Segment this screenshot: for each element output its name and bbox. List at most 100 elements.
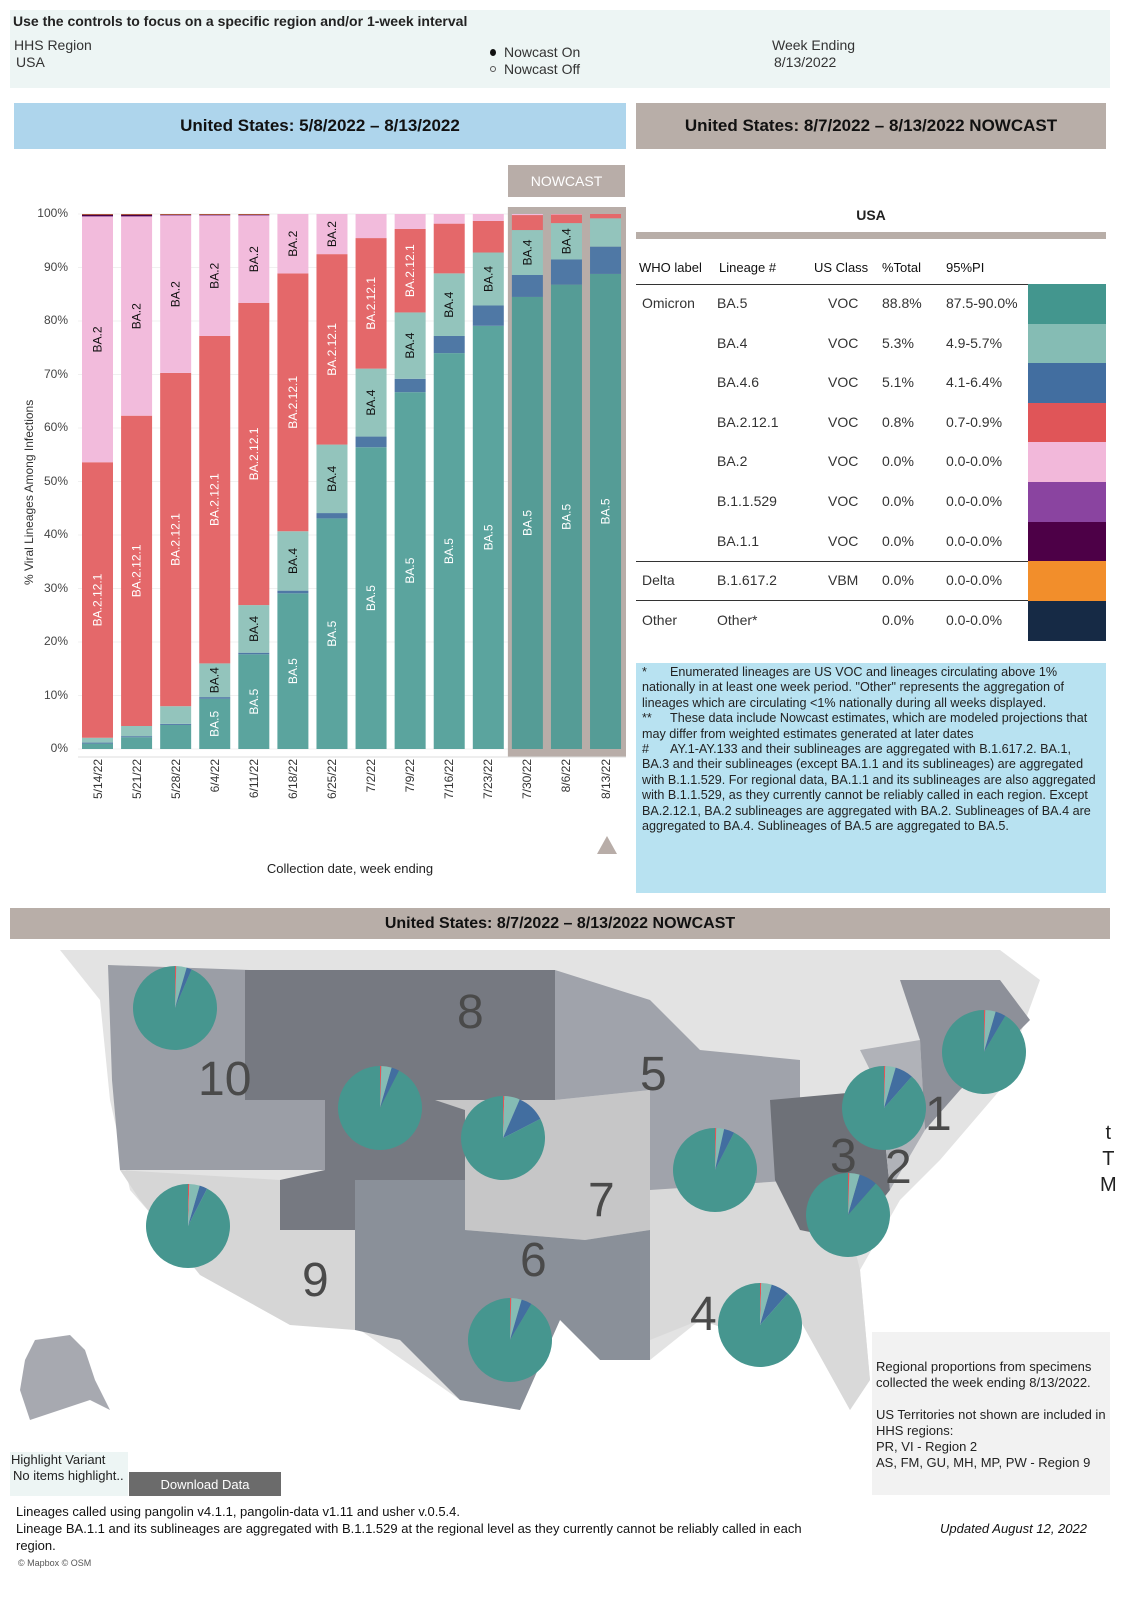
- pie-slice: [188, 1185, 208, 1226]
- cell-class: VOC: [828, 334, 859, 351]
- bar-segment-BA-5: [590, 273, 622, 749]
- bar-segment-BA-4: [472, 252, 504, 306]
- cell-pi: 4.1-6.4%: [946, 374, 1003, 391]
- pie-slice: [188, 1184, 190, 1226]
- bar-segment-BA-2-12-1: [355, 238, 387, 369]
- bar-segment-BA-2: [550, 214, 582, 215]
- footnote-mark: **: [642, 711, 652, 726]
- region-4-pie[interactable]: [717, 1283, 802, 1367]
- x-tick-label: 6/18/22: [285, 759, 300, 800]
- region-10-pie[interactable]: [133, 966, 217, 1050]
- cell-lineage: BA.5: [717, 295, 748, 311]
- pie-slice: [146, 1184, 230, 1268]
- footer-line-2: Lineage BA.1.1 and its sublineages are a…: [16, 1521, 802, 1536]
- col-lineage: Lineage #: [719, 260, 777, 275]
- highlight-variant-input[interactable]: No items highlight..: [13, 1468, 124, 1483]
- lineage-color-swatch: [1028, 561, 1106, 602]
- bar-segment-B-1-617-2: [238, 214, 270, 215]
- table-row: BA.2.12.1 VOC 0.8% 0.7-0.9%: [636, 402, 1106, 443]
- cell-lineage: BA.2: [717, 453, 748, 470]
- bar-segment-B-1-617-2: [160, 214, 192, 215]
- bar-segment-BA-1-1: [121, 214, 153, 217]
- updated-date: Updated August 12, 2022: [940, 1521, 1087, 1536]
- x-tick-label: 6/11/22: [246, 759, 261, 799]
- bar-segment-label: BA.4: [325, 465, 339, 491]
- cell-total: 0.0%: [882, 453, 914, 470]
- region-5-shape: [555, 970, 800, 1190]
- cell-who: Delta: [642, 572, 675, 589]
- pie-slice: [503, 1096, 505, 1138]
- bar-segment-label: BA.5: [559, 503, 573, 529]
- cell-lineage: B.1.617.2: [717, 572, 777, 589]
- bar-segment-BA-2-12-1: [277, 273, 309, 532]
- bar-segment-BA-4-6: [472, 305, 504, 326]
- cell-lineage: B.1.1.529: [717, 493, 777, 509]
- bar-segment-BA-5: [394, 392, 426, 749]
- y-tick-label: 10%: [43, 687, 68, 702]
- y-tick-label: 60%: [43, 420, 68, 434]
- highlight-variant-label: Highlight Variant: [11, 1452, 106, 1467]
- x-tick-label: 7/2/22: [364, 759, 379, 793]
- bar-segment-BA-2-12-1: [316, 254, 348, 445]
- bar-segment-label: BA.2.12.1: [208, 473, 222, 526]
- bar-segment-BA-4-6: [355, 436, 387, 448]
- cell-pi: 0.0-0.0%: [946, 493, 1003, 509]
- week-ending-value[interactable]: 8/13/2022: [774, 54, 837, 70]
- footnote-text: Enumerated lineages are US VOC and linea…: [642, 665, 1064, 710]
- controls-panel: Use the controls to focus on a specific …: [10, 10, 1110, 88]
- bar-segment-label: BA.5: [442, 538, 456, 564]
- region-filter-value[interactable]: USA: [16, 54, 45, 70]
- pie-slice: [461, 1096, 545, 1180]
- pie-slice: [760, 1283, 762, 1325]
- pie-slice: [848, 1173, 860, 1215]
- pie-slice: [133, 966, 217, 1050]
- region-label: 4: [690, 1288, 717, 1341]
- table-title-bar: [636, 232, 1106, 239]
- region-3-pie[interactable]: [842, 1066, 926, 1150]
- bar-segment-B-1-617-2: [82, 214, 113, 215]
- bar-segment-label: BA.2: [325, 221, 339, 247]
- cell-lineage: BA.4: [717, 334, 748, 351]
- bar-segment-BA-1-1: [238, 214, 270, 216]
- region-6-pie[interactable]: [468, 1298, 552, 1382]
- region-5-pie[interactable]: [673, 1128, 757, 1212]
- bar-segment-BA-2: [355, 214, 387, 239]
- lineage-color-swatch: [1028, 323, 1106, 364]
- nowcast-triangle-icon[interactable]: [596, 835, 618, 855]
- pie-slice: [984, 1011, 1006, 1052]
- region-label: 1: [925, 1088, 952, 1141]
- region-1-pie[interactable]: [942, 1010, 1027, 1094]
- region-8-pie[interactable]: [338, 1066, 422, 1150]
- bar-segment-label: BA.5: [286, 658, 300, 684]
- bar-segment-B-1-1-529: [238, 215, 270, 216]
- pie-slice: [175, 966, 177, 1008]
- lineage-color-swatch: [1028, 442, 1106, 483]
- region-7-pie[interactable]: [461, 1096, 545, 1180]
- pie-slice: [503, 1096, 520, 1138]
- region-2-pie[interactable]: [806, 1173, 890, 1257]
- highlight-variant-control[interactable]: Highlight Variant No items highlight..: [10, 1452, 128, 1496]
- bar-segment-BA-4-6: [277, 590, 309, 594]
- footnotes-box: * Enumerated lineages are US VOC and line…: [636, 663, 1106, 893]
- region-9-pie[interactable]: [146, 1184, 230, 1268]
- bar-segment-BA-2: [121, 216, 153, 416]
- group-divider: [636, 600, 1028, 602]
- region-label: 2: [885, 1141, 912, 1194]
- bar-segment-BA-4-6: [121, 736, 153, 738]
- nowcast-on-radio[interactable]: Nowcast On: [490, 44, 580, 60]
- footnote-text: AY.1-AY.133 and their sublineages are ag…: [642, 742, 1096, 834]
- download-data-button[interactable]: Download Data: [129, 1472, 281, 1496]
- bar-segment-BA-2-12-1: [199, 335, 231, 664]
- radio-selected-icon: [490, 48, 496, 56]
- pie-slice: [380, 1066, 392, 1108]
- pie-slice: [338, 1066, 422, 1150]
- cell-lineage: Other*: [717, 611, 758, 628]
- x-tick-label: 5/14/22: [90, 759, 105, 800]
- x-tick-label: 7/16/22: [442, 759, 457, 800]
- nowcast-off-radio[interactable]: Nowcast Off: [490, 61, 580, 77]
- cell-total: 0.0%: [882, 532, 914, 549]
- bar-segment-label: BA.5: [208, 711, 222, 737]
- bar-segment-BA-5: [121, 737, 153, 749]
- bar-segment-BA-4: [394, 312, 426, 379]
